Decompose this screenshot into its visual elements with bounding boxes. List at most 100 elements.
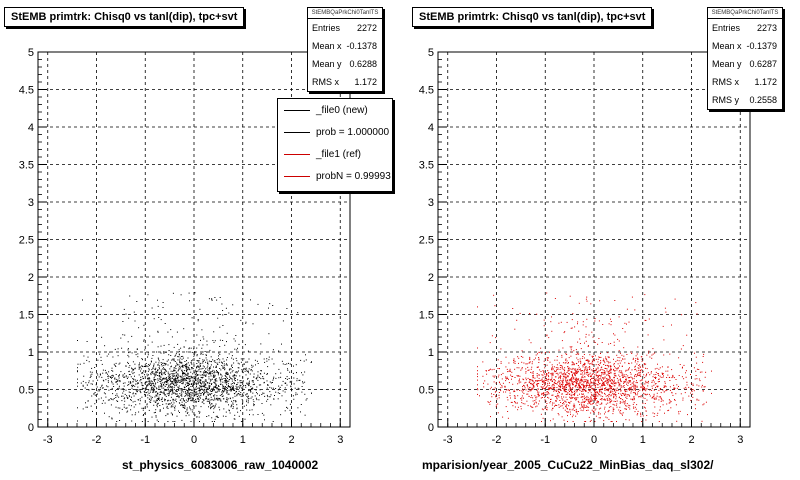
data-point <box>543 360 545 362</box>
data-point <box>173 398 175 400</box>
data-point <box>597 343 599 345</box>
data-point <box>219 368 221 369</box>
data-point <box>208 373 210 375</box>
data-point <box>192 383 194 385</box>
data-point <box>218 386 220 387</box>
data-point <box>495 382 497 384</box>
data-point <box>589 372 591 374</box>
data-point <box>153 366 155 368</box>
data-point <box>160 410 161 412</box>
data-point <box>546 394 548 396</box>
data-point <box>554 381 556 383</box>
data-point <box>133 369 134 371</box>
data-point <box>200 393 202 395</box>
data-point <box>563 368 565 370</box>
data-point <box>119 412 120 414</box>
data-point <box>563 403 565 405</box>
data-point <box>508 378 509 380</box>
data-point <box>227 393 229 395</box>
data-point <box>169 403 171 405</box>
data-point <box>566 384 568 386</box>
data-point <box>236 388 238 390</box>
data-point <box>185 340 187 342</box>
data-point <box>509 368 511 370</box>
data-point <box>579 338 581 340</box>
data-point <box>175 378 177 380</box>
data-point <box>595 385 596 387</box>
data-point <box>618 360 620 362</box>
data-point <box>182 379 184 380</box>
data-point <box>505 356 507 358</box>
data-point <box>199 371 201 373</box>
right-plot-title: StEMB primtrk: Chisq0 vs tanl(dip), tpc+… <box>412 7 653 27</box>
data-point <box>86 359 88 361</box>
data-point <box>562 373 564 375</box>
data-point <box>200 379 202 381</box>
data-point <box>251 396 253 398</box>
data-point <box>590 403 592 405</box>
data-point <box>598 413 599 415</box>
data-point <box>642 385 644 387</box>
left-stats-entries: Entries 2272 <box>312 23 377 33</box>
data-point <box>247 372 249 374</box>
data-point <box>104 402 106 404</box>
data-point <box>226 401 228 403</box>
data-point <box>570 400 572 402</box>
data-point <box>624 388 626 390</box>
data-point <box>520 398 522 400</box>
data-point <box>179 412 180 413</box>
data-point <box>591 388 593 390</box>
data-point <box>169 376 171 377</box>
data-point <box>299 379 301 381</box>
data-point <box>246 409 248 411</box>
data-point <box>616 354 618 356</box>
data-point <box>161 391 163 393</box>
data-point <box>219 339 221 341</box>
data-point <box>531 361 533 363</box>
data-point <box>129 396 131 398</box>
data-point <box>230 385 232 387</box>
data-point <box>212 399 214 401</box>
data-point <box>181 362 183 364</box>
data-point <box>226 357 228 358</box>
data-point <box>600 395 602 397</box>
data-point <box>202 371 204 373</box>
data-point <box>135 412 137 414</box>
data-point <box>589 402 591 404</box>
data-point <box>158 388 160 390</box>
data-point <box>272 387 274 389</box>
data-point <box>196 416 198 418</box>
data-point <box>223 363 225 365</box>
data-point <box>222 385 224 387</box>
data-point <box>231 400 233 402</box>
data-point <box>532 377 534 379</box>
data-point <box>126 396 128 398</box>
data-point <box>495 391 497 392</box>
data-point <box>130 405 132 407</box>
data-point <box>703 386 705 388</box>
data-point <box>117 380 119 382</box>
data-point <box>619 406 621 408</box>
data-point <box>524 387 526 389</box>
legend-line-new <box>284 109 310 111</box>
data-point <box>251 370 253 372</box>
x-tick-label: -1 <box>540 434 550 446</box>
data-point <box>80 382 82 384</box>
data-point <box>161 364 162 366</box>
data-point <box>226 332 228 334</box>
data-point <box>184 392 186 394</box>
data-point <box>575 377 577 379</box>
data-point <box>187 395 189 397</box>
data-point <box>128 366 130 368</box>
data-point <box>576 413 578 415</box>
data-point <box>198 381 200 383</box>
data-point <box>591 362 593 364</box>
data-point <box>178 367 180 369</box>
data-point <box>653 389 655 391</box>
data-point <box>162 382 164 384</box>
data-point <box>699 380 701 382</box>
data-point <box>226 397 228 399</box>
data-point <box>571 396 573 398</box>
data-point <box>561 367 563 369</box>
data-point <box>145 388 147 390</box>
